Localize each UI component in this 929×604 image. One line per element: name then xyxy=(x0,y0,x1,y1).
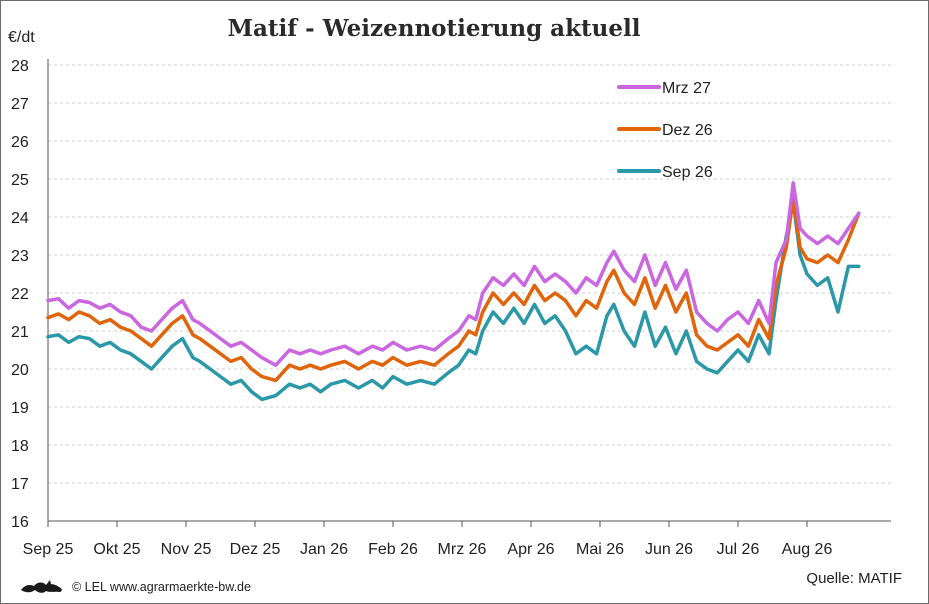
axes: 16 17 18 19 20 21 22 23 24 25 26 27 28 Sep 25 Okt 25 No… xyxy=(11,58,891,558)
y-tick-label: 28 xyxy=(11,58,29,75)
y-tick-label: 22 xyxy=(11,286,29,303)
y-tick-label: 16 xyxy=(11,514,29,531)
footer-source: Quelle: MATIF xyxy=(806,570,902,587)
grid-lines xyxy=(48,64,891,484)
chart-title: Matif - Weizennotierung aktuell xyxy=(227,15,641,42)
x-tick-label: Aug 26 xyxy=(782,541,833,558)
y-tick-label: 25 xyxy=(11,172,29,189)
series-lines xyxy=(46,181,861,402)
x-tick-label: Sep 25 xyxy=(23,541,74,558)
footer-credit: © LEL www.agrarmaerkte-bw.de xyxy=(19,579,251,595)
x-tick-label: Mrz 26 xyxy=(438,541,487,558)
x-tick-label: Apr 26 xyxy=(507,541,554,558)
series-line xyxy=(46,181,861,367)
footer-credit-text: © LEL www.agrarmaerkte-bw.de xyxy=(72,580,251,594)
x-tick-label: Jul 26 xyxy=(717,541,760,558)
x-tick-label: Okt 25 xyxy=(93,541,140,558)
y-tick-label: 26 xyxy=(11,134,29,151)
legend-label: Sep 26 xyxy=(662,164,713,181)
series-line xyxy=(46,200,861,402)
x-tick-label: Jun 26 xyxy=(645,541,693,558)
y-tick-label: 23 xyxy=(11,248,29,265)
legend-label: Mrz 27 xyxy=(662,80,711,97)
x-tick-label: Feb 26 xyxy=(368,541,418,558)
legend: Mrz 27 Dez 26 Sep 26 xyxy=(617,80,713,181)
y-tick-label: 27 xyxy=(11,96,29,113)
y-tick-label: 24 xyxy=(11,210,29,227)
x-tick-label: Mai 26 xyxy=(576,541,624,558)
y-tick-label: 17 xyxy=(11,476,29,493)
x-tick-label: Nov 25 xyxy=(161,541,212,558)
y-tick-label: 21 xyxy=(11,324,29,341)
legend-label: Dez 26 xyxy=(662,122,713,139)
x-tick-label: Jan 26 xyxy=(300,541,348,558)
y-tick-label: 19 xyxy=(11,400,29,417)
y-tick-label: 18 xyxy=(11,438,29,455)
series-line xyxy=(46,196,861,383)
lion-logo-icon xyxy=(21,580,62,593)
x-tick-label: Dez 25 xyxy=(230,541,281,558)
y-axis-unit-label: €/dt xyxy=(8,29,35,46)
y-tick-label: 20 xyxy=(11,362,29,379)
